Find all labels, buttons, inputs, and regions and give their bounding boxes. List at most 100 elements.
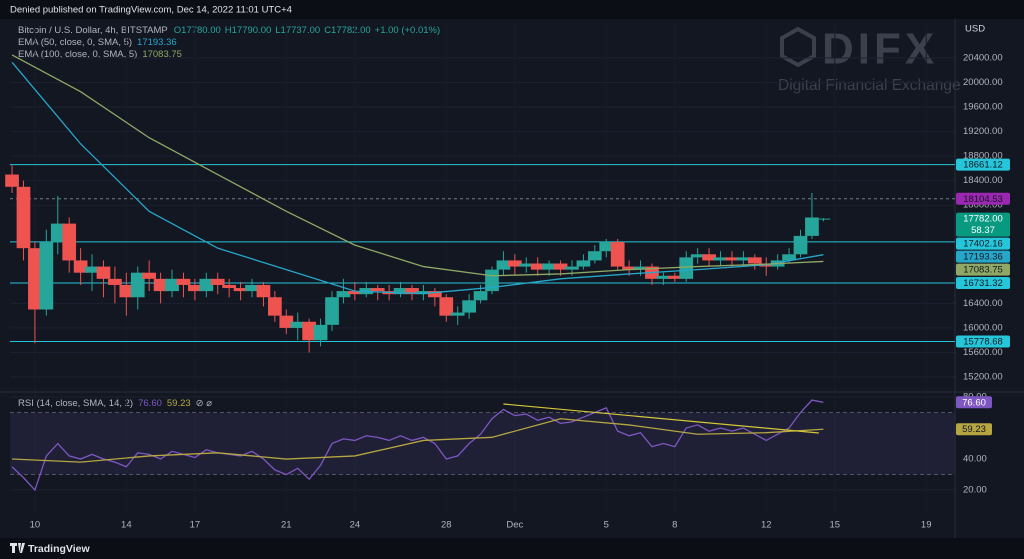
candle-body	[39, 242, 54, 310]
footer-bar	[0, 538, 1024, 559]
price-tag	[956, 212, 1010, 237]
rsi-tag-label: 76.60	[962, 397, 986, 408]
ema50-name: EMA (50, close, 0, SMA, 5)	[18, 37, 132, 48]
candle-body	[348, 291, 362, 295]
candle-body	[142, 272, 157, 279]
price-tag-label: 18104.53	[963, 194, 1003, 205]
ema100-legend: EMA (100, close, 0, SMA, 5) 17083.75	[18, 49, 182, 60]
ohlc-open: O17780.00	[174, 25, 221, 36]
watermark-tagline: Digital Financial Exchange	[778, 77, 961, 94]
x-tick-label: 15	[830, 520, 841, 531]
y-tick-label: 19200.00	[963, 126, 1003, 137]
candle-body	[530, 263, 545, 270]
candle-body	[610, 242, 625, 267]
candle-body	[702, 254, 716, 261]
candle-body	[747, 257, 762, 264]
price-tag	[956, 192, 1010, 205]
candle-body	[370, 288, 385, 292]
candle-body	[450, 312, 465, 316]
candle-body	[5, 174, 19, 187]
x-tick-label: 12	[761, 520, 772, 531]
y-tick-label: 20400.00	[963, 52, 1003, 63]
y-tick-label: 18400.00	[963, 175, 1003, 186]
candle-body	[462, 300, 476, 313]
candle-body	[816, 218, 831, 220]
rsi-tick-label: 40.00	[963, 454, 987, 465]
x-tick-label: 5	[604, 520, 609, 531]
candle-body	[690, 254, 705, 258]
ema100-value: 17083.75	[142, 49, 182, 60]
candle-body	[405, 288, 419, 295]
candle-body	[336, 291, 351, 298]
ohlc-change: +1.00 (+0.01%)	[375, 25, 441, 36]
x-tick-label: Dec	[506, 520, 523, 531]
candle-body	[108, 278, 122, 285]
watermark-icon	[780, 26, 816, 68]
price-unit: USD	[965, 24, 985, 35]
candle-body	[199, 278, 214, 292]
candle-body	[725, 257, 739, 261]
y-tick-label: 15600.00	[963, 347, 1003, 358]
watermark-logo: DIFX	[822, 25, 938, 74]
y-tick-label: 16000.00	[963, 322, 1003, 333]
candle-body	[473, 291, 488, 301]
ohlc-high: H17790.00	[225, 25, 271, 36]
candle-body	[119, 284, 134, 298]
x-tick-label: 14	[121, 520, 132, 531]
candle-body	[28, 248, 42, 310]
ema50-legend: EMA (50, close, 0, SMA, 5) 17193.36	[18, 37, 177, 48]
candle-body	[416, 291, 431, 295]
rsi-trendline	[503, 403, 819, 434]
candle-body	[130, 272, 145, 298]
candle-body	[587, 251, 602, 261]
candle-body	[222, 284, 237, 289]
candle-body	[96, 266, 111, 279]
candle-body	[62, 223, 77, 261]
y-tick-label: 16400.00	[963, 298, 1003, 309]
candle-body	[302, 321, 317, 341]
x-tick-label: 19	[921, 520, 932, 531]
symbol-legend: Bitcoin / U.S. Dollar, 4h, BITSTAMP O1778…	[18, 25, 440, 36]
y-tick-label: 19600.00	[963, 102, 1003, 113]
line-series	[11, 54, 824, 277]
candle-body	[439, 297, 454, 316]
candle-body	[736, 257, 751, 261]
candle-body	[542, 263, 556, 270]
price-tag-label: 18661.12	[963, 160, 1003, 171]
x-tick-label: 21	[281, 520, 292, 531]
rsi-tag	[956, 396, 992, 409]
price-tag	[956, 263, 1010, 276]
rsi-title: RSI (14, close, SMA, 14, 2)	[18, 398, 133, 409]
price-tag-label: 17083.75	[963, 265, 1003, 276]
candle-body	[393, 288, 408, 295]
y-tick-label: 18000.00	[963, 200, 1003, 211]
candle-body	[325, 297, 339, 325]
candle-body	[553, 263, 568, 270]
line-series	[11, 399, 824, 492]
price-tag	[956, 335, 1010, 348]
candle-body	[153, 278, 168, 292]
candle-body	[507, 260, 522, 267]
candle-body	[565, 266, 579, 270]
y-tick-label: 20000.00	[963, 77, 1003, 88]
candle-body	[713, 257, 728, 261]
ohlc-close: C17782.00	[324, 25, 370, 36]
footer-logo	[10, 543, 25, 553]
candle-body	[782, 254, 796, 261]
symbol-title: Bitcoin / U.S. Dollar, 4h, BITSTAMP	[18, 25, 168, 36]
candle-body	[165, 278, 179, 292]
candle-body	[290, 321, 305, 328]
candle-body	[656, 275, 671, 279]
candle-body	[50, 223, 65, 243]
candle-body	[176, 278, 191, 285]
price-tag-label: 17782.00	[963, 214, 1003, 225]
candle-body	[279, 315, 294, 328]
footer-brand: TradingView	[28, 543, 90, 555]
x-tick-label: 8	[672, 520, 677, 531]
x-tick-label: 17	[190, 520, 201, 531]
rsi-legend: RSI (14, close, SMA, 14, 2) 76.60 59.23 ⊘ ⌀	[18, 398, 212, 409]
price-tag	[956, 250, 1010, 263]
candle-body	[245, 284, 259, 292]
